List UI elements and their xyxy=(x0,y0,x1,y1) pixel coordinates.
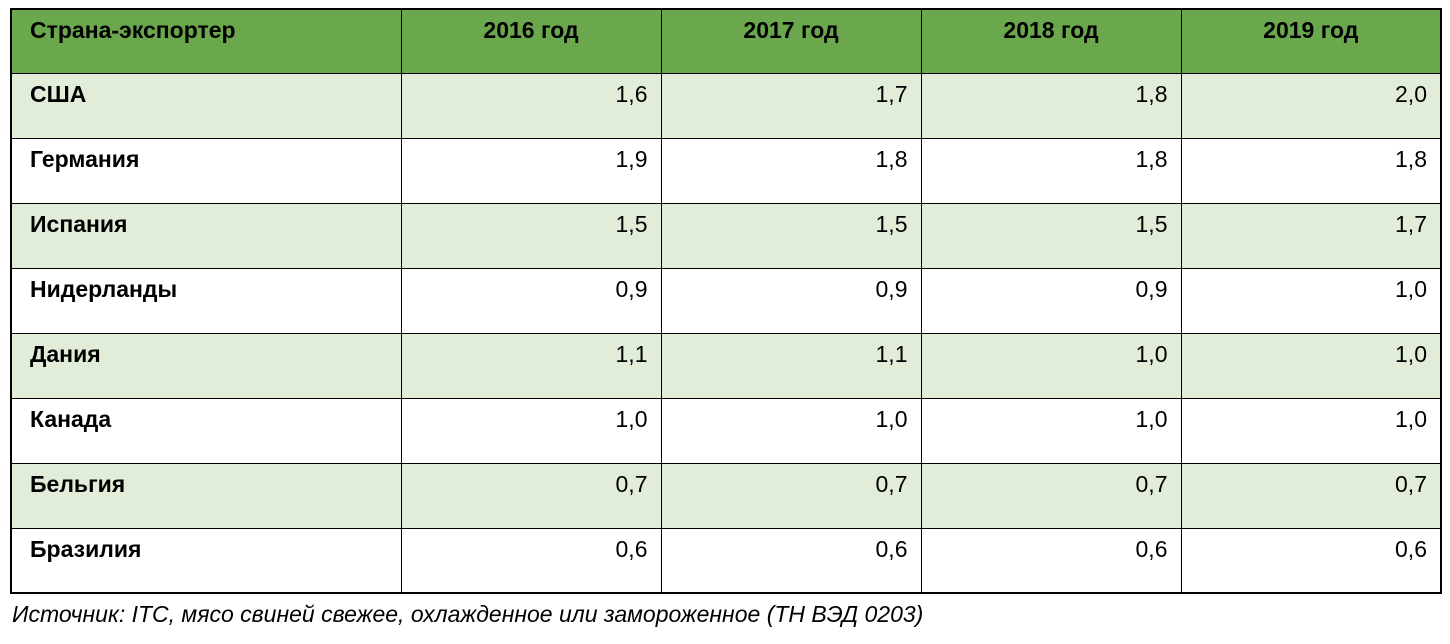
value-cell: 1,5 xyxy=(920,202,1182,269)
value-cell: 1,6 xyxy=(400,72,662,139)
value-cell: 0,7 xyxy=(400,462,662,529)
table-row-belgium: Бельгия 0,7 0,7 0,7 0,7 xyxy=(10,462,1442,529)
country-cell: Нидерланды xyxy=(10,267,402,334)
column-header-2016: 2016 год xyxy=(400,8,662,74)
value-cell: 0,9 xyxy=(400,267,662,334)
value-cell: 1,1 xyxy=(400,332,662,399)
table-row-canada: Канада 1,0 1,0 1,0 1,0 xyxy=(10,397,1442,464)
value-cell: 0,7 xyxy=(1180,462,1442,529)
value-cell: 1,0 xyxy=(400,397,662,464)
value-cell: 1,7 xyxy=(1180,202,1442,269)
country-cell: Бразилия xyxy=(10,527,402,594)
value-cell: 0,7 xyxy=(660,462,922,529)
value-cell: 0,6 xyxy=(1180,527,1442,594)
column-header-2018: 2018 год xyxy=(920,8,1182,74)
value-cell: 1,0 xyxy=(660,397,922,464)
table-row-germany: Германия 1,9 1,8 1,8 1,8 xyxy=(10,137,1442,204)
source-note: Источник: ITC, мясо свиней свежее, охлаж… xyxy=(12,601,924,627)
value-cell: 1,0 xyxy=(920,332,1182,399)
table-row-netherlands: Нидерланды 0,9 0,9 0,9 1,0 xyxy=(10,267,1442,334)
value-cell: 1,9 xyxy=(400,137,662,204)
value-cell: 1,8 xyxy=(1180,137,1442,204)
table-body: США 1,6 1,7 1,8 2,0 Германия 1,9 1,8 1,8… xyxy=(10,72,1442,594)
table-row-spain: Испания 1,5 1,5 1,5 1,7 xyxy=(10,202,1442,269)
value-cell: 0,7 xyxy=(920,462,1182,529)
value-cell: 1,1 xyxy=(660,332,922,399)
country-cell: США xyxy=(10,72,402,139)
value-cell: 0,9 xyxy=(920,267,1182,334)
value-cell: 0,9 xyxy=(660,267,922,334)
table-header: Страна-экспортер 2016 год 2017 год 2018 … xyxy=(10,8,1442,74)
column-header-country: Страна-экспортер xyxy=(10,8,402,74)
value-cell: 0,6 xyxy=(400,527,662,594)
exporters-table: Страна-экспортер 2016 год 2017 год 2018 … xyxy=(10,8,1442,594)
value-cell: 1,0 xyxy=(920,397,1182,464)
column-header-2019: 2019 год xyxy=(1180,8,1442,74)
country-cell: Канада xyxy=(10,397,402,464)
table-row-brazil: Бразилия 0,6 0,6 0,6 0,6 xyxy=(10,527,1442,594)
value-cell: 1,5 xyxy=(400,202,662,269)
country-cell: Дания xyxy=(10,332,402,399)
column-header-2017: 2017 год xyxy=(660,8,922,74)
country-cell: Бельгия xyxy=(10,462,402,529)
country-cell: Германия xyxy=(10,137,402,204)
value-cell: 1,8 xyxy=(660,137,922,204)
value-cell: 1,8 xyxy=(920,137,1182,204)
value-cell: 0,6 xyxy=(660,527,922,594)
value-cell: 1,5 xyxy=(660,202,922,269)
value-cell: 1,0 xyxy=(1180,397,1442,464)
country-cell: Испания xyxy=(10,202,402,269)
value-cell: 1,8 xyxy=(920,72,1182,139)
value-cell: 1,0 xyxy=(1180,267,1442,334)
table-row-denmark: Дания 1,1 1,1 1,0 1,0 xyxy=(10,332,1442,399)
value-cell: 1,7 xyxy=(660,72,922,139)
table-row-usa: США 1,6 1,7 1,8 2,0 xyxy=(10,72,1442,139)
header-row: Страна-экспортер 2016 год 2017 год 2018 … xyxy=(10,8,1442,74)
value-cell: 0,6 xyxy=(920,527,1182,594)
value-cell: 1,0 xyxy=(1180,332,1442,399)
value-cell: 2,0 xyxy=(1180,72,1442,139)
